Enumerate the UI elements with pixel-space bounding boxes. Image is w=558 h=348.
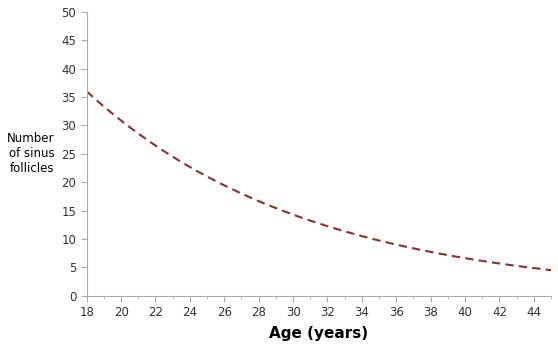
X-axis label: Age (years): Age (years)	[270, 326, 368, 341]
Y-axis label: Number
of sinus
follicles: Number of sinus follicles	[7, 132, 55, 175]
